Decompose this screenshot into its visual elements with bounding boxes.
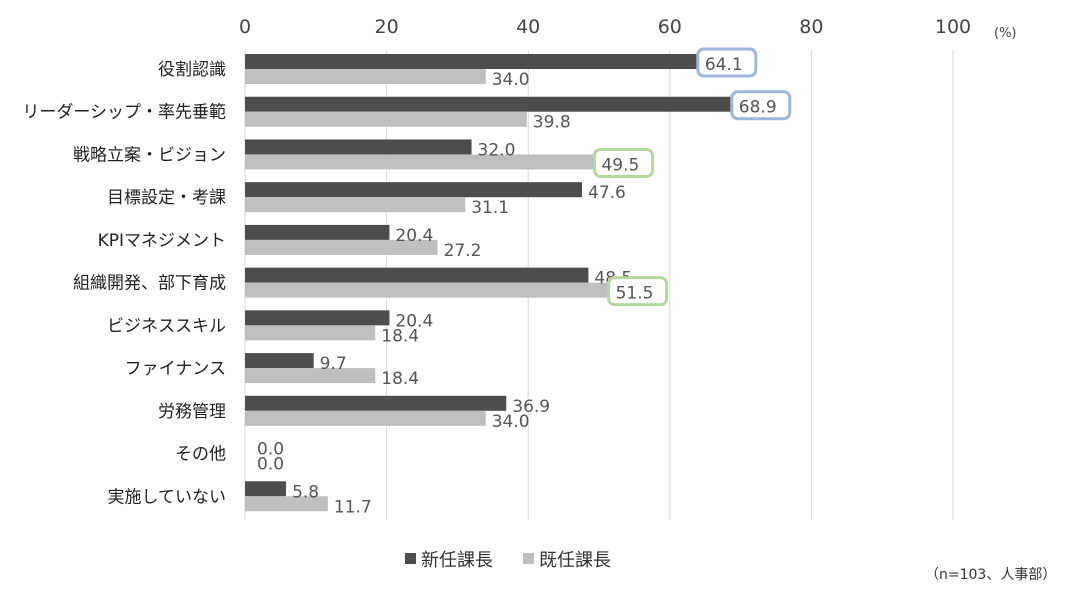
- category-label: KPIマネジメント: [98, 231, 226, 251]
- x-tick-label: 80: [799, 16, 823, 38]
- legend-label-existing: 既任課長: [539, 550, 611, 571]
- bar-new-manager: [245, 224, 390, 240]
- category-label: ファイナンス: [125, 359, 226, 379]
- bar-new-manager: [245, 310, 390, 326]
- bar-new-manager: [245, 96, 733, 112]
- value-label: 31.1: [471, 198, 509, 218]
- value-label: 18.4: [381, 369, 419, 389]
- value-label: 34.0: [492, 70, 530, 90]
- category-label: 組織開発、部下育成: [73, 274, 226, 294]
- legend-swatch-new: [405, 553, 416, 564]
- x-tick-label: 20: [375, 16, 399, 38]
- value-label: 0.0: [257, 455, 284, 475]
- sample-note: （n=103、人事部）: [925, 567, 1056, 583]
- value-highlight-box: [730, 90, 792, 121]
- bar-existing-manager: [245, 496, 328, 512]
- x-tick-label: 0: [239, 16, 251, 38]
- value-labels: 64.1 34.0 68.9 39.8 32.0 49.5 47.6 31.1 20.4 27.2…: [257, 47, 792, 517]
- value-label: 36.9: [512, 397, 550, 417]
- bar-existing-manager: [245, 111, 527, 127]
- value-label: 39.8: [533, 113, 571, 133]
- category-label: 労務管理: [158, 402, 226, 422]
- value-highlight-box: [607, 276, 669, 307]
- value-label: 11.7: [334, 497, 372, 517]
- value-label: 51.5: [616, 284, 654, 304]
- value-highlight-box: [696, 47, 758, 78]
- bar-existing-manager: [245, 282, 610, 298]
- x-tick-label: 40: [516, 16, 540, 38]
- value-label: 5.8: [292, 482, 319, 502]
- bar-existing-manager: [245, 368, 376, 384]
- category-label: 役割認識: [158, 60, 226, 80]
- bar-existing-manager: [245, 154, 596, 170]
- category-label: 目標設定・考課: [107, 188, 226, 208]
- bars: [245, 54, 733, 512]
- category-label: ビジネススキル: [107, 316, 226, 336]
- bar-existing-manager: [245, 410, 486, 426]
- value-label: 34.0: [492, 412, 530, 432]
- value-label: 68.9: [739, 98, 777, 118]
- x-tick-label: 100: [935, 16, 971, 38]
- x-axis-ticks: 0 20 40 60 80 100: [239, 16, 971, 38]
- category-label: 戦略立案・ビジョン: [73, 145, 226, 165]
- bar-existing-manager: [245, 69, 486, 84]
- value-label: 32.0: [478, 140, 516, 160]
- bar-new-manager: [245, 54, 699, 69]
- bar-new-manager: [245, 267, 589, 283]
- bar-existing-manager: [245, 197, 466, 213]
- value-label: 47.6: [588, 183, 626, 203]
- value-label: 20.4: [395, 226, 433, 246]
- category-label: その他: [175, 445, 226, 465]
- bar-new-manager: [245, 139, 472, 155]
- value-label: 9.7: [320, 354, 347, 374]
- value-label: 20.4: [395, 311, 433, 331]
- value-label: 27.2: [444, 241, 482, 261]
- legend-label-new: 新任課長: [421, 550, 493, 571]
- unit-label: (%): [994, 26, 1017, 41]
- bar-new-manager: [245, 182, 583, 198]
- category-label: 実施していない: [108, 487, 227, 507]
- bar-new-manager: [245, 481, 287, 497]
- bar-existing-manager: [245, 325, 376, 341]
- bar-new-manager: [245, 395, 507, 411]
- category-label: リーダーシップ・率先垂範: [22, 103, 226, 123]
- bar-existing-manager: [245, 239, 438, 255]
- x-tick-label: 60: [658, 16, 682, 38]
- value-label: 64.1: [705, 55, 743, 75]
- value-label: 0.0: [257, 440, 284, 460]
- bar-new-manager: [245, 353, 314, 369]
- value-label: 18.4: [381, 326, 419, 346]
- value-highlight-box: [592, 147, 654, 178]
- value-label: 49.5: [601, 155, 639, 175]
- legend: 新任課長 既任課長: [405, 550, 611, 571]
- legend-swatch-existing: [523, 553, 534, 564]
